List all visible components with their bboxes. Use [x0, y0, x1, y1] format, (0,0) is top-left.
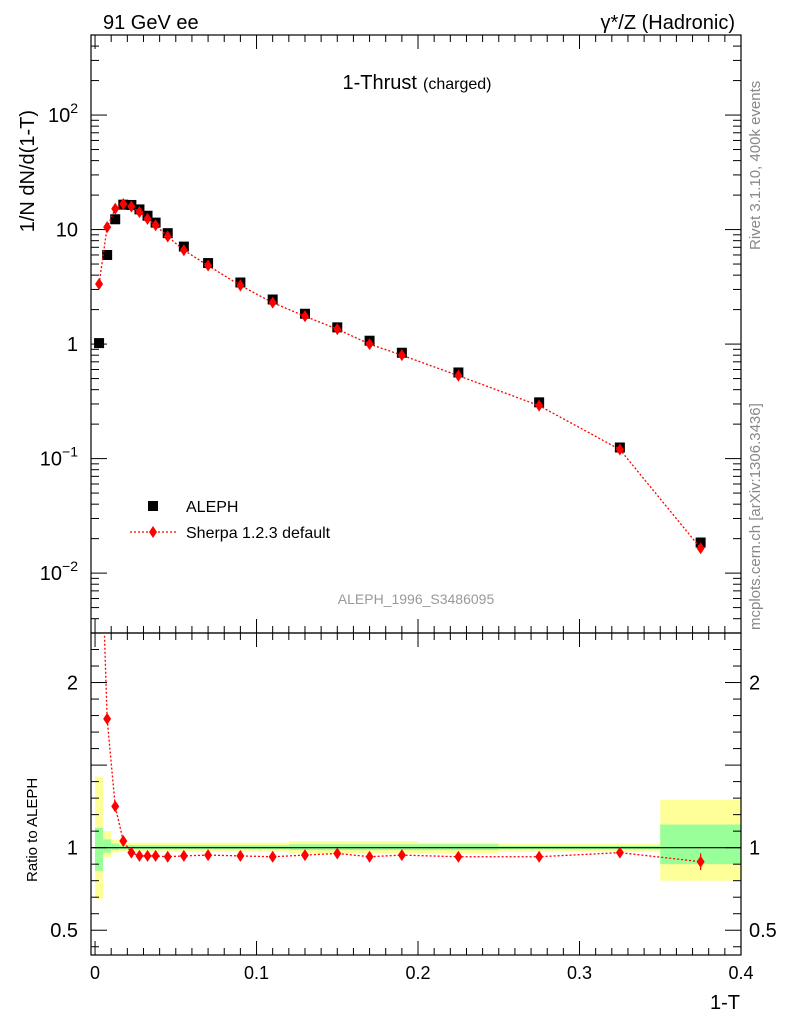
sherpa-ratio-point-16: [397, 849, 406, 862]
band-stat-2: [111, 843, 120, 851]
x-tick-label-1: 0.1: [244, 963, 269, 983]
ratio-y-tick-label-right-2: 0.5: [749, 920, 777, 942]
ratio-uncertainty-bands: [95, 776, 741, 899]
sherpa-ratio-point-3: [119, 835, 128, 848]
sherpa-ratio-point-18: [535, 850, 544, 863]
x-ticks: 0 0.1 0.2 0.3 0.4: [90, 35, 754, 983]
sherpa-point-0: [95, 277, 104, 290]
sherpa-ratio-point-17: [454, 850, 463, 863]
main-subtitle-text: (charged): [423, 76, 491, 93]
main-title: 1-Thrust (charged): [343, 72, 492, 94]
ratio-plot-frame: [90, 632, 742, 956]
sherpa-ratio-point-9: [179, 849, 188, 862]
sherpa-point-9: [179, 244, 188, 257]
sherpa-point-8: [163, 230, 172, 243]
main-y-axis-label: 1/N dN/d(1-T): [17, 110, 39, 232]
main-y-tick-label-3: 10−1: [40, 444, 78, 471]
sherpa-ratio-point-10: [204, 849, 213, 862]
header-right: γ*/Z (Hadronic): [601, 12, 735, 34]
sherpa-point-3: [119, 198, 128, 211]
ratio-y-tick-label-0: 2: [67, 673, 78, 695]
x-tick-label-4: 0.4: [728, 963, 753, 983]
ratio-y-tick-label-right-0: 2: [749, 673, 760, 695]
ratio-y-ticks: 2 2 1 1 0.5 0.5: [50, 649, 777, 948]
legend: ALEPH Sherpa 1.2.3 default: [130, 499, 331, 542]
sherpa-point-15: [365, 338, 374, 351]
aleph-point-0: [94, 338, 105, 349]
aleph-point-2: [110, 214, 121, 225]
sherpa-point-10: [204, 259, 213, 272]
ratio-y-axis-label: Ratio to ALEPH: [24, 778, 41, 882]
sherpa-point-12: [268, 296, 277, 309]
sherpa-ratio-point-8: [163, 850, 172, 863]
x-tick-label-3: 0.3: [567, 963, 592, 983]
sherpa-point-16: [397, 349, 406, 362]
sherpa-point-5: [135, 206, 144, 219]
series-sherpa-ratio: [103, 633, 705, 870]
sherpa-point-14: [333, 323, 342, 336]
legend-marker-sherpa: [149, 526, 157, 538]
sherpa-ratio-point-19: [615, 846, 624, 859]
main-panel: 1-Thrust (charged) 1/N dN/d(1-T) ALEPH_19…: [17, 72, 494, 607]
main-plot-frame: [90, 34, 742, 634]
main-y-ticks: 102 10 1 10−1 10−2: [40, 34, 741, 634]
sherpa-ratio-point-2: [111, 800, 120, 813]
sherpa-point-11: [236, 279, 245, 292]
side-label-mcplots: mcplots.cern.ch [arXiv:1306.3436]: [747, 403, 764, 630]
sherpa-line: [98, 203, 702, 549]
sherpa-point-6: [143, 212, 152, 225]
main-y-tick-label-0: 102: [48, 100, 78, 127]
sherpa-point-1: [103, 221, 112, 234]
sherpa-point-18: [535, 399, 544, 412]
watermark: ALEPH_1996_S3486095: [338, 591, 495, 607]
sherpa-point-7: [151, 219, 160, 232]
x-tick-label-0: 0: [90, 963, 100, 983]
sherpa-ratio-point-1: [103, 712, 112, 725]
legend-label-sherpa: Sherpa 1.2.3 default: [186, 525, 331, 542]
main-title-text: 1-Thrust: [343, 72, 418, 94]
ratio-y-tick-label-right-1: 1: [749, 838, 760, 860]
sherpa-ratio-point-7: [151, 849, 160, 862]
sherpa-ratio-point-4: [127, 846, 136, 859]
series-sherpa: [95, 198, 705, 555]
main-y-tick-label-2: 1: [67, 334, 78, 356]
ratio-y-tick-label-1: 1: [67, 838, 78, 860]
sherpa-point-19: [615, 443, 624, 456]
ratio-y-tick-label-2: 0.5: [50, 920, 78, 942]
sherpa-ratio-point-15: [365, 850, 374, 863]
legend-label-aleph: ALEPH: [186, 499, 238, 516]
sherpa-ratio-point-5: [135, 849, 144, 862]
sherpa-point-13: [300, 310, 309, 323]
sherpa-point-4: [127, 200, 136, 213]
ratio-panel: Ratio to ALEPH 1-T: [24, 778, 740, 1014]
sherpa-ratio-point-11: [236, 849, 245, 862]
side-label-rivet: Rivet 3.1.10, 400k events: [747, 81, 764, 250]
sherpa-point-17: [454, 369, 463, 382]
header-left: 91 GeV ee: [103, 12, 199, 34]
x-tick-label-2: 0.2: [406, 963, 431, 983]
sherpa-point-2: [111, 202, 120, 215]
main-y-tick-label-1: 10: [56, 220, 78, 242]
band-stat-0: [95, 827, 104, 871]
sherpa-ratio-point-14: [333, 847, 342, 860]
band-stat-1: [103, 839, 112, 853]
sherpa-point-20: [696, 542, 705, 555]
main-y-tick-label-4: 10−2: [40, 558, 78, 585]
legend-marker-aleph: [148, 501, 158, 511]
sherpa-ratio-line: [103, 633, 701, 863]
sherpa-ratio-point-13: [300, 849, 309, 862]
x-axis-label: 1-T: [710, 992, 740, 1014]
sherpa-ratio-point-6: [143, 849, 152, 862]
aleph-point-1: [102, 249, 113, 260]
sherpa-ratio-point-12: [268, 850, 277, 863]
